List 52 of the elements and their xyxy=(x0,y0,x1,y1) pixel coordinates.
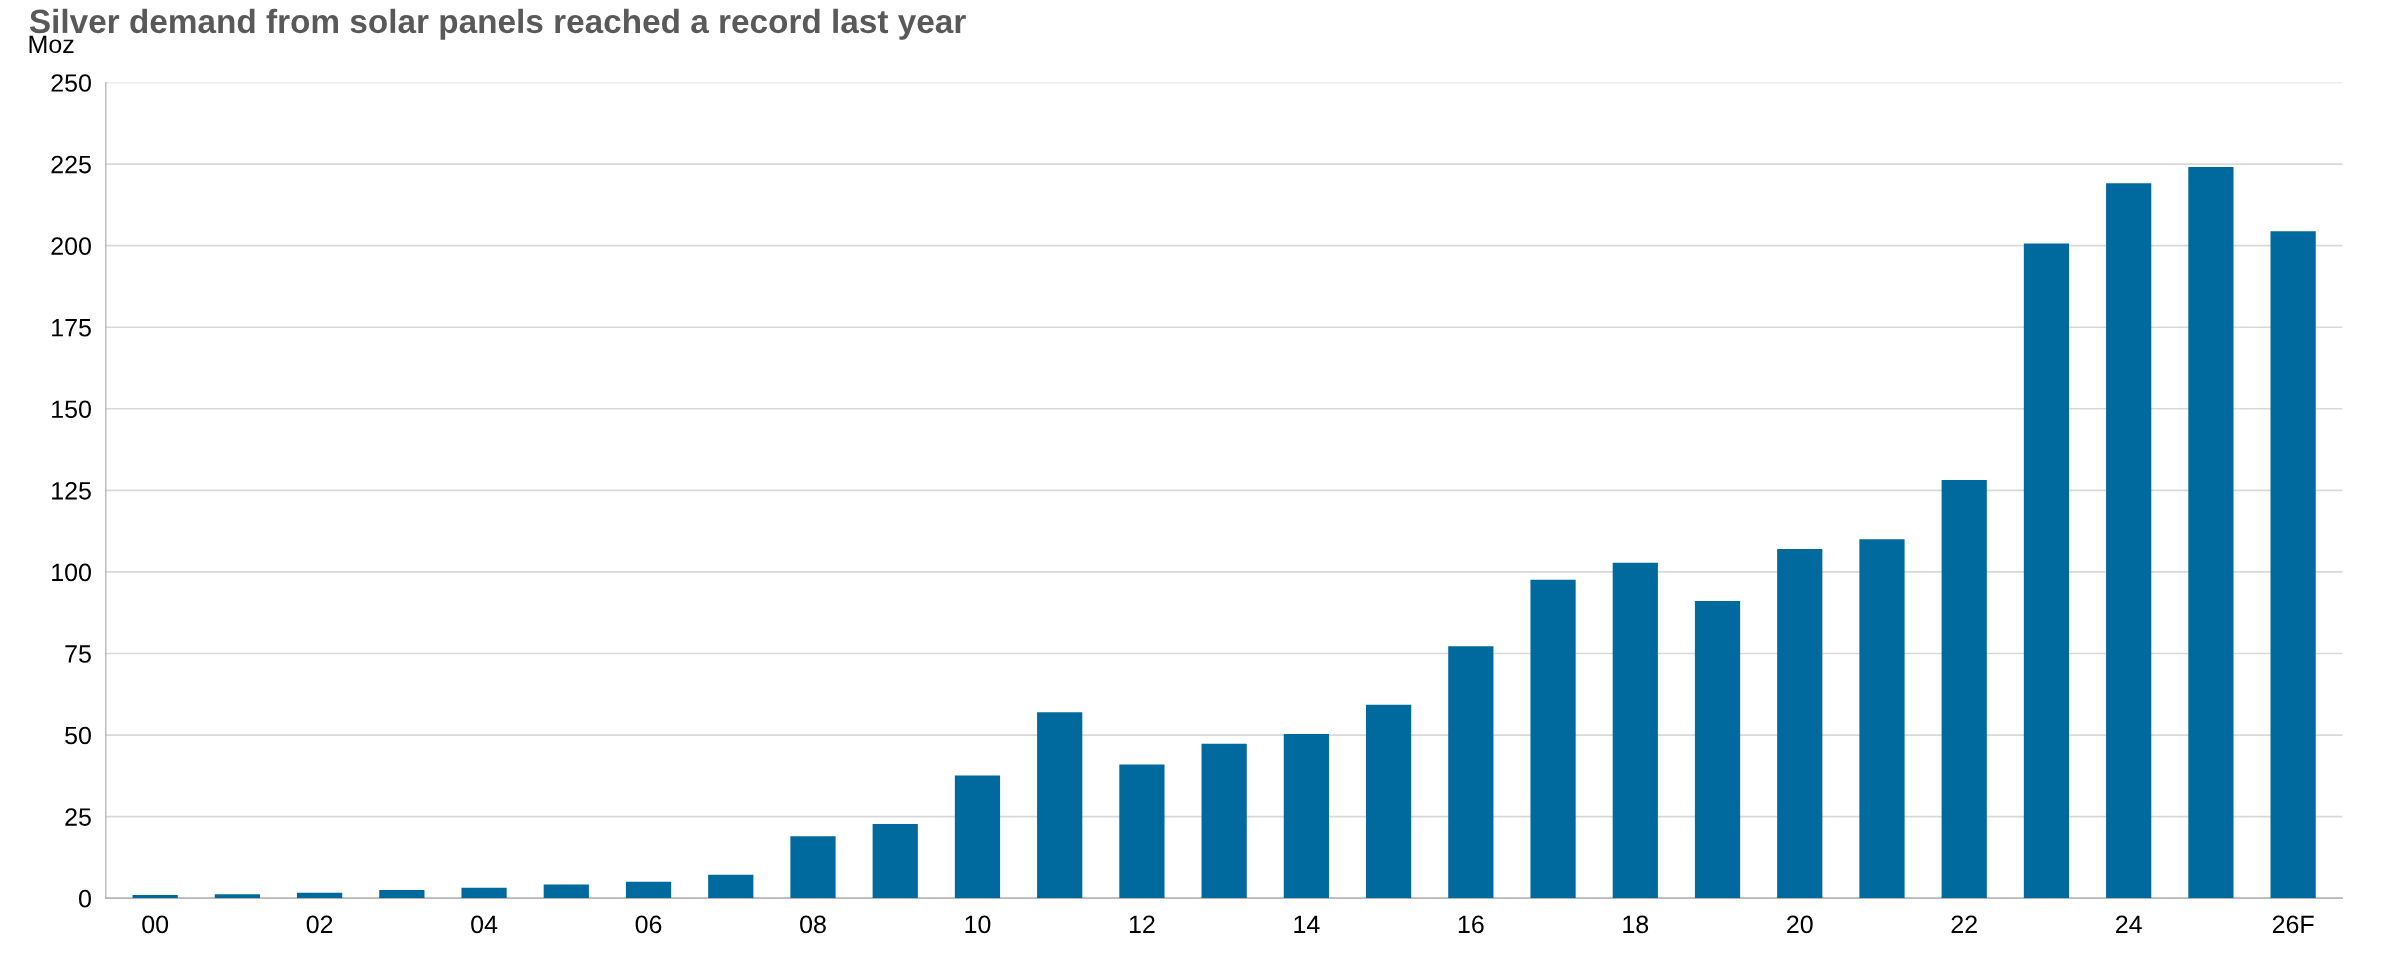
bar xyxy=(1859,539,1905,899)
bar xyxy=(1448,646,1494,899)
bar xyxy=(1694,600,1741,899)
bar xyxy=(1365,704,1412,899)
y-tick-label: 75 xyxy=(65,645,91,663)
x-tick-label: 10 xyxy=(965,915,991,934)
bar xyxy=(379,890,425,899)
bar xyxy=(1201,743,1247,899)
x-tick-label: 26F xyxy=(2272,915,2314,934)
y-tick-label: 0 xyxy=(79,889,91,908)
bar xyxy=(543,884,589,899)
x-tick-label: 12 xyxy=(1129,915,1155,933)
y-tick-label: 175 xyxy=(52,319,91,337)
bar xyxy=(872,824,918,899)
bar xyxy=(708,874,754,899)
bar xyxy=(1612,562,1658,899)
bar xyxy=(625,881,672,899)
bar xyxy=(1530,579,1576,899)
x-tick-label: 14 xyxy=(1294,915,1320,933)
y-tick-label: 150 xyxy=(52,400,91,419)
bar xyxy=(1777,549,1823,899)
y-tick-label: 225 xyxy=(51,155,91,174)
bar xyxy=(1119,764,1165,899)
bar xyxy=(2270,231,2316,899)
x-tick-label: 18 xyxy=(1623,915,1649,934)
x-tick-label: 04 xyxy=(471,915,498,934)
bar xyxy=(954,775,1001,899)
bar xyxy=(1941,479,1987,899)
bar xyxy=(1037,712,1083,899)
bar xyxy=(2106,183,2152,899)
bar xyxy=(790,836,836,899)
y-tick-label: 200 xyxy=(51,237,91,255)
x-tick-label: 20 xyxy=(1787,915,1813,934)
x-tick-label: 00 xyxy=(142,915,169,934)
y-tick-label: 125 xyxy=(52,481,91,500)
y-tick-label: 100 xyxy=(52,563,91,582)
x-tick-label: 08 xyxy=(800,915,826,934)
bar xyxy=(1283,734,1329,899)
bar xyxy=(214,894,260,899)
bar xyxy=(132,894,178,899)
x-tick-label: 06 xyxy=(635,915,662,934)
x-tick-label: 24 xyxy=(2116,915,2142,933)
bar xyxy=(2188,167,2234,899)
y-tick-label: 50 xyxy=(65,726,91,745)
y-tick-label: 25 xyxy=(65,808,91,826)
x-tick-label: 16 xyxy=(1458,915,1484,934)
bar xyxy=(461,887,507,899)
y-tick-label: 250 xyxy=(51,74,91,92)
bar xyxy=(297,892,343,899)
bar xyxy=(2023,243,2070,899)
x-tick-label: 02 xyxy=(306,915,333,934)
x-tick-label: 22 xyxy=(1951,915,1977,933)
